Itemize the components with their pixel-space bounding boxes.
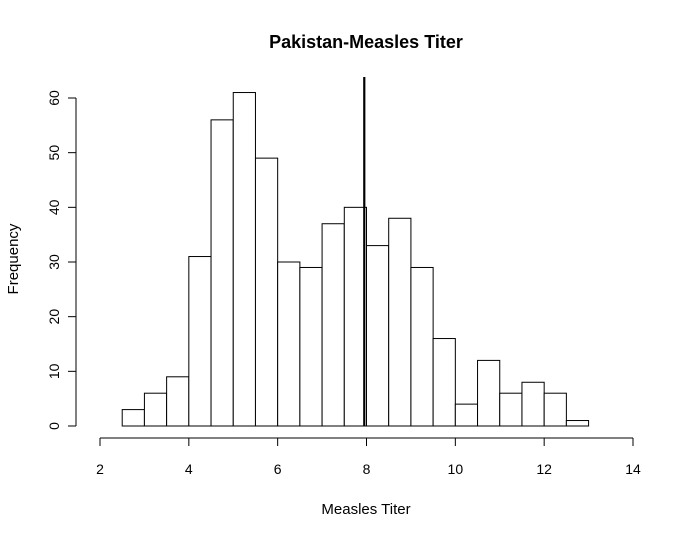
y-tick-label-3: 30 xyxy=(46,254,62,270)
x-tick-label-5: 12 xyxy=(536,461,552,477)
histogram-bar-11 xyxy=(366,245,390,427)
histogram-bar-16 xyxy=(477,359,501,427)
histogram-bar-14 xyxy=(432,338,456,427)
y-tick-label-2: 20 xyxy=(46,309,62,325)
histogram-bar-0 xyxy=(121,409,145,427)
histogram-bar-12 xyxy=(388,217,412,427)
x-tick-label-0: 2 xyxy=(96,461,104,477)
histogram-bar-17 xyxy=(499,392,523,427)
y-tick-label-4: 40 xyxy=(46,199,62,215)
x-tick-label-3: 8 xyxy=(363,461,371,477)
histogram-bar-1 xyxy=(143,392,168,427)
histogram-bar-2 xyxy=(166,376,190,427)
histogram-bar-4 xyxy=(210,119,234,427)
x-axis-label: Measles Titer xyxy=(321,501,410,518)
x-axis: 2 4 6 8 10 12 14 xyxy=(96,437,641,477)
histogram-bar-5 xyxy=(232,92,256,427)
y-axis-label: Frequency xyxy=(5,223,22,294)
histogram-bar-18 xyxy=(521,381,545,427)
x-tick-label-6: 14 xyxy=(625,461,641,477)
y-tick-label-6: 60 xyxy=(46,90,62,106)
x-tick-label-4: 10 xyxy=(448,461,464,477)
histogram-bar-7 xyxy=(277,261,301,427)
y-tick-label-1: 10 xyxy=(46,363,62,379)
y-axis: 0 10 20 30 40 50 60 xyxy=(46,90,77,430)
y-tick-label-0: 0 xyxy=(46,422,62,430)
histogram-bar-19 xyxy=(543,392,567,427)
y-tick-label-5: 50 xyxy=(46,145,62,161)
x-tick-label-2: 6 xyxy=(274,461,282,477)
histogram-bar-20 xyxy=(565,420,590,427)
bars-group xyxy=(121,92,590,427)
chart-title: Pakistan-Measles Titer xyxy=(269,32,463,52)
histogram-bar-6 xyxy=(254,157,279,427)
histogram-bar-13 xyxy=(410,266,434,427)
histogram-bar-10 xyxy=(343,206,367,427)
histogram-bar-8 xyxy=(299,266,323,427)
histogram-bar-15 xyxy=(454,403,479,427)
histogram-bar-3 xyxy=(188,256,212,427)
x-tick-label-1: 4 xyxy=(185,461,193,477)
histogram-bar-9 xyxy=(321,223,345,427)
